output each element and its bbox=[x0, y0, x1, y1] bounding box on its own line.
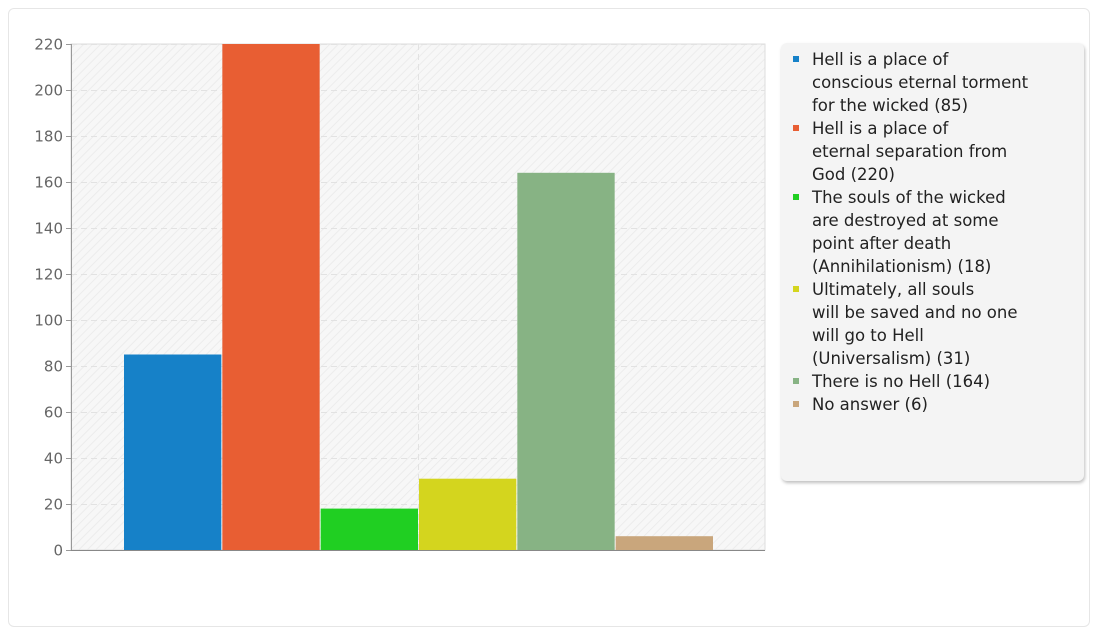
y-tick-label: 180 bbox=[34, 128, 63, 146]
legend-swatch bbox=[793, 125, 799, 131]
legend-item[interactable]: Ultimately, all souls will be saved and … bbox=[793, 278, 1078, 370]
bar-6[interactable] bbox=[615, 536, 713, 550]
y-axis: 0 20 40 60 80 100 120 140 160 180 200 220 bbox=[34, 36, 71, 560]
chart-legend: Hell is a place of conscious eternal tor… bbox=[781, 43, 1084, 481]
y-tick-label: 200 bbox=[34, 82, 63, 100]
bar-2[interactable] bbox=[222, 44, 320, 550]
legend-label: Hell is a place of conscious eternal tor… bbox=[812, 50, 1029, 115]
y-tick-label: 140 bbox=[34, 220, 63, 238]
legend-item[interactable]: Hell is a place of eternal separation fr… bbox=[793, 117, 1078, 186]
y-tick-label: 160 bbox=[34, 174, 63, 192]
y-tick-label: 20 bbox=[44, 496, 63, 514]
legend-item[interactable]: No answer (6) bbox=[793, 393, 1078, 416]
legend-label: There is no Hell (164) bbox=[812, 372, 991, 391]
legend-swatch bbox=[793, 194, 799, 200]
y-tick-label: 40 bbox=[44, 450, 63, 468]
y-tick-label: 60 bbox=[44, 404, 63, 422]
legend-label: The souls of the wicked are destroyed at… bbox=[812, 188, 1006, 276]
y-tick-label: 100 bbox=[34, 312, 63, 330]
legend-swatch bbox=[793, 286, 799, 292]
y-tick-label: 120 bbox=[34, 266, 63, 284]
bar-4[interactable] bbox=[419, 478, 517, 550]
legend-item[interactable]: The souls of the wicked are destroyed at… bbox=[793, 186, 1078, 278]
bar-1[interactable] bbox=[124, 354, 222, 551]
y-tick-label: 80 bbox=[44, 358, 63, 376]
bars bbox=[124, 44, 713, 551]
bar-3[interactable] bbox=[320, 508, 418, 550]
legend-swatch bbox=[793, 401, 799, 407]
bar-5[interactable] bbox=[517, 172, 615, 551]
y-tick-label: 0 bbox=[53, 542, 63, 560]
legend-swatch bbox=[793, 56, 799, 62]
legend-item[interactable]: Hell is a place of conscious eternal tor… bbox=[793, 48, 1078, 117]
legend-label: Hell is a place of eternal separation fr… bbox=[812, 119, 1008, 184]
y-tick-label: 220 bbox=[34, 36, 63, 54]
legend-item[interactable]: There is no Hell (164) bbox=[793, 370, 1078, 393]
legend-label: No answer (6) bbox=[812, 395, 928, 414]
legend-swatch bbox=[793, 378, 799, 384]
legend-label: Ultimately, all souls will be saved and … bbox=[812, 280, 1018, 368]
